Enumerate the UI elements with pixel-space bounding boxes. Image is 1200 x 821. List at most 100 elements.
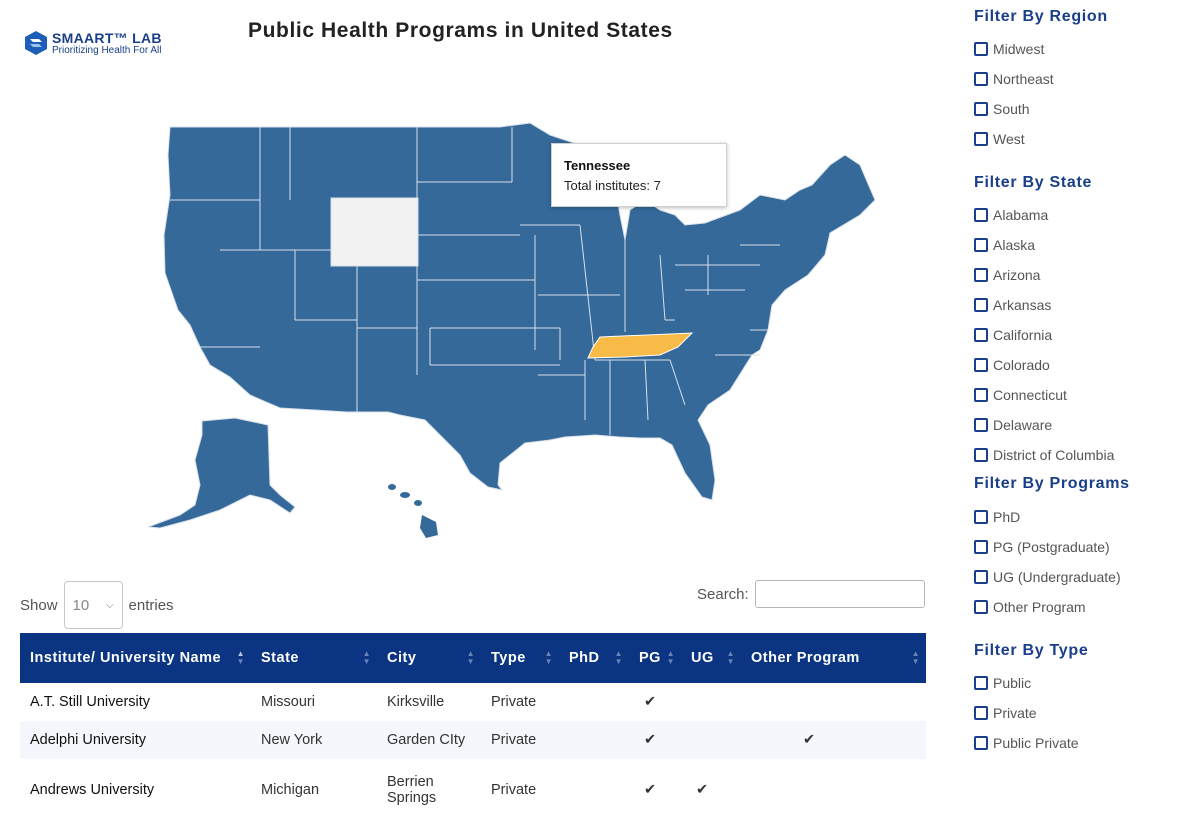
option-label: Alaska [993,237,1036,253]
option-label: Delaware [993,417,1053,433]
option-label: PhD [993,509,1021,525]
state-filter-list[interactable]: Alabama Alaska Arizona Arkansas Californ… [974,205,1194,462]
state-tennessee-highlighted[interactable] [587,332,694,359]
tooltip-title: Tennessee [564,158,631,173]
column-header-name[interactable]: Institute/ University Name ▲ ▼ [20,633,251,683]
column-header-city[interactable]: City ▲ ▼ [377,633,481,683]
filter-type-private[interactable]: Private [974,705,1037,721]
search-input[interactable] [754,580,925,608]
filter-region-midwest[interactable]: Midwest [974,41,1044,57]
checkbox[interactable] [974,328,988,342]
column-header-state[interactable]: State ▲ ▼ [251,633,377,683]
option-label: West [993,131,1025,147]
filter-type-public[interactable]: Public [974,675,1031,691]
filter-state-district-of-columbia[interactable]: District of Columbia [974,447,1114,462]
logo-name: SMAART™ LAB [52,29,162,46]
sort-icon: ▲ ▼ [544,649,553,666]
checkbox[interactable] [974,570,988,584]
filter-region-south[interactable]: South [974,101,1030,117]
filter-state-alabama[interactable]: Alabama [974,207,1048,223]
checkbox[interactable] [974,268,988,282]
state-hawaii[interactable] [388,484,438,538]
entries-select-value: 10 [72,596,90,614]
entries-label: entries [128,596,174,614]
filter-program-phd[interactable]: PhD [974,509,1020,525]
sort-icon: ▲ ▼ [666,649,675,666]
column-header-label: State [261,650,299,666]
cell-state: Michigan [261,782,320,798]
checkbox[interactable] [974,706,988,720]
logo-icon [25,31,47,55]
column-header-label: UG [691,650,714,666]
filter-state-arkansas[interactable]: Arkansas [974,297,1051,313]
column-header-type[interactable]: Type ▲ ▼ [481,633,559,683]
checkbox[interactable] [974,298,988,312]
entries-select[interactable]: 10 ⌵ [63,581,123,629]
filter-state-connecticut[interactable]: Connecticut [974,387,1067,403]
filter-region-northeast[interactable]: Northeast [974,71,1054,87]
checkbox[interactable] [974,510,988,524]
option-label: Colorado [993,357,1050,373]
checkbox[interactable] [974,676,988,690]
state-wyoming-no-data[interactable] [330,197,419,267]
show-entries-control: Show 10 ⌵ entries [20,581,174,629]
filter-state-california[interactable]: California [974,327,1052,343]
column-header-other-program[interactable]: Other Program ▲ ▼ [741,633,926,683]
filter-program-pg[interactable]: PG (Postgraduate) [974,539,1110,555]
column-header-label: PhD [569,650,600,666]
filter-program-other[interactable]: Other Program [974,599,1086,615]
sort-icon: ▲ ▼ [726,649,735,666]
filter-state-arizona[interactable]: Arizona [974,267,1040,283]
mainland-us[interactable] [163,122,876,501]
checkbox[interactable] [974,208,988,222]
option-label: Midwest [993,41,1045,57]
column-header-pg[interactable]: PG ▲ ▼ [629,633,681,683]
cell-city: Kirksville [387,694,445,710]
checkbox[interactable] [974,132,988,146]
checkbox[interactable] [974,540,988,554]
us-mainland-shape[interactable] [163,122,876,501]
option-label: Other Program [993,599,1086,615]
filter-type-heading: Filter By Type [974,642,1089,659]
column-header-label: PG [639,650,661,666]
cell-city: Garden CIty [377,721,481,759]
checkbox[interactable] [974,72,988,86]
filter-programs-heading: Filter By Programs [974,475,1130,492]
checkbox[interactable] [974,418,988,432]
filter-type-public-private[interactable]: Public Private [974,735,1079,751]
chevron-down-icon: ⌵ [105,599,114,611]
checkbox[interactable] [974,388,988,402]
checkbox[interactable] [974,736,988,750]
option-label: PG (Postgraduate) [993,539,1110,555]
checkbox[interactable] [974,600,988,614]
cell-name: A.T. Still University [30,694,151,710]
sort-icon: ▲ ▼ [466,649,475,666]
checkbox[interactable] [974,102,988,116]
filter-state-colorado[interactable]: Colorado [974,357,1050,373]
checkbox[interactable] [974,238,988,252]
checkbox[interactable] [974,358,988,372]
option-label: UG (Undergraduate) [993,569,1121,585]
show-label: Show [20,596,58,614]
institutes-table: Institute/ University Name ▲ ▼ State ▲ ▼ Cit… [20,633,926,821]
sort-icon: ▲ ▼ [614,649,623,666]
filter-region-west[interactable]: West [974,131,1025,147]
column-header-label: Type [491,650,526,666]
column-header-phd[interactable]: PhD ▲ ▼ [559,633,629,683]
us-map[interactable] [140,115,890,545]
column-header-ug[interactable]: UG ▲ ▼ [681,633,741,683]
option-label: Public Private [993,735,1079,751]
filter-state-delaware[interactable]: Delaware [974,417,1052,433]
sort-icon: ▲ ▼ [236,649,245,666]
filter-program-ug[interactable]: UG (Undergraduate) [974,569,1121,585]
filter-state-alaska[interactable]: Alaska [974,237,1035,253]
check-icon: ✔ [644,694,657,710]
state-alaska[interactable] [147,417,296,529]
us-map-svg[interactable] [140,115,890,545]
checkbox[interactable] [974,42,988,56]
checkbox[interactable] [974,448,988,462]
option-label: Northeast [993,71,1054,87]
table-row: Andrews University Michigan Berrien Spri… [20,759,926,821]
cell-phd [559,721,629,759]
option-label: Connecticut [993,387,1067,403]
